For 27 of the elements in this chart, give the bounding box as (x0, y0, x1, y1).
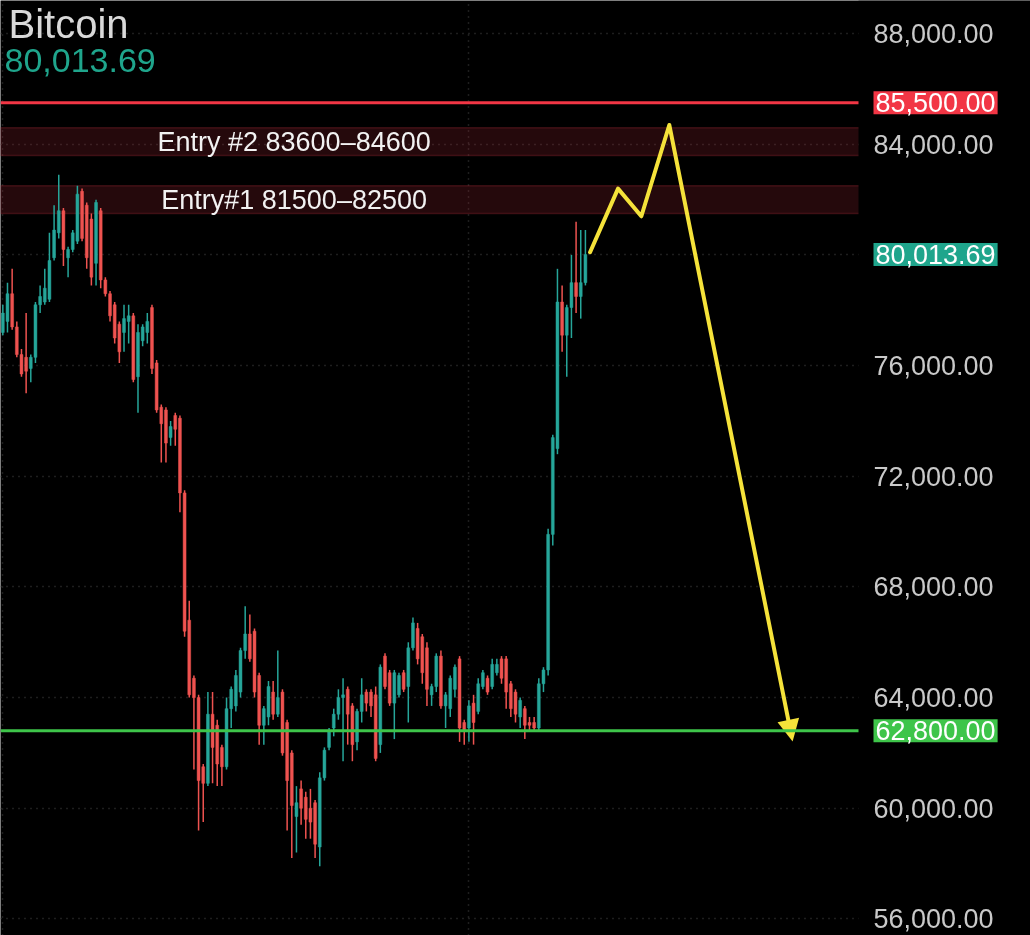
candlestick (471, 694, 476, 746)
candlestick (271, 680, 275, 721)
y-tick-label: 56,000.00 (873, 904, 994, 935)
y-tick-label: 88,000.00 (873, 19, 994, 50)
candlestick (364, 688, 369, 713)
candlestick (126, 304, 131, 345)
candlestick (467, 699, 471, 743)
candlestick (294, 785, 299, 854)
y-tick-label: 64,000.00 (873, 683, 994, 714)
y-tick-label: 72,000.00 (873, 461, 994, 492)
y-tick-label: 60,000.00 (873, 793, 994, 824)
candlestick (276, 649, 280, 718)
candlestick (168, 420, 173, 447)
ref-line-label: 62,800.00 (875, 716, 996, 747)
y-tick-label: 76,000.00 (873, 351, 994, 382)
text: 80,013.69 (875, 240, 996, 271)
candlestick (574, 221, 578, 314)
band-label: Entry #2 83600–84600 (157, 126, 431, 157)
band-label: Entry#1 81500–82500 (161, 184, 427, 215)
candlestick (485, 674, 490, 696)
y-tick-label: 84,000.00 (873, 129, 994, 160)
y-tick-label: 68,000.00 (873, 572, 994, 603)
candlestick (518, 696, 522, 729)
ref-line-label: 85,500.00 (875, 88, 996, 119)
candlestick (145, 312, 149, 345)
candlestick (401, 669, 406, 693)
candlestick (327, 727, 331, 751)
